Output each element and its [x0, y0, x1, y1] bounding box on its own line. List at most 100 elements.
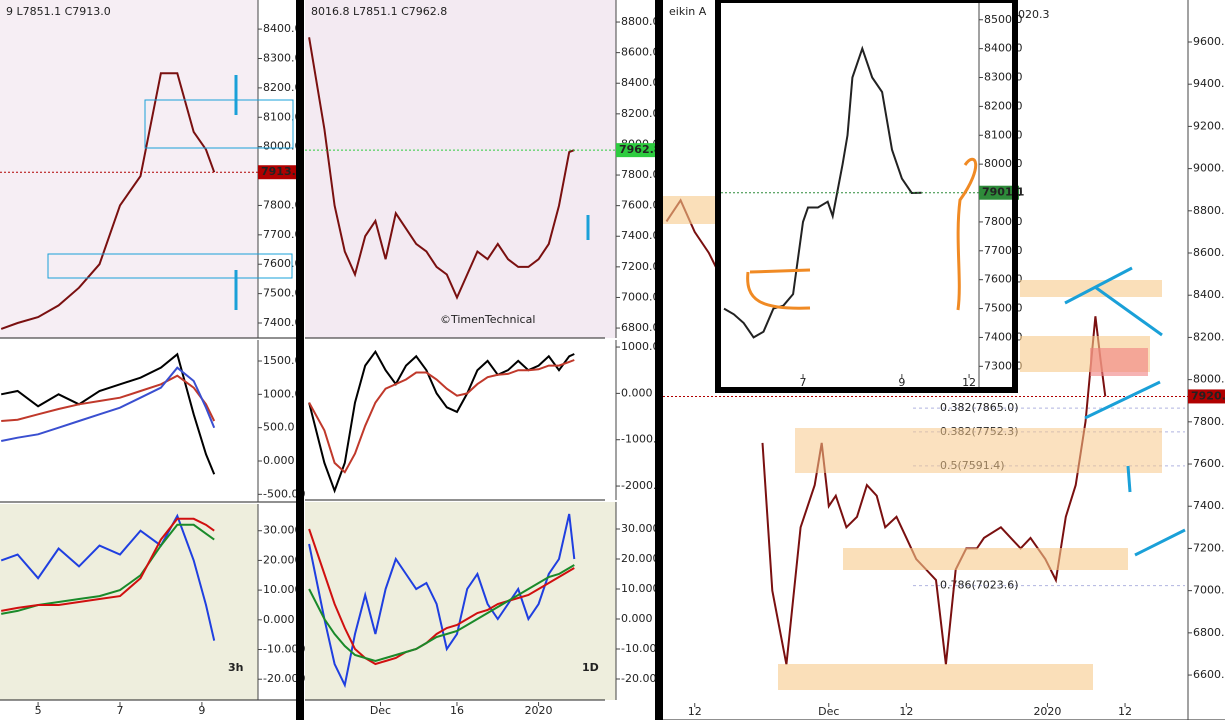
header: 020.3 — [1018, 8, 1050, 21]
plot-area — [308, 37, 575, 300]
y-tick-label: 30.000 — [621, 522, 660, 535]
y-tick-label: 7400.0 — [1193, 499, 1225, 512]
x-tick-label: 12 — [688, 705, 702, 718]
y-tick-label: 0.000 — [621, 386, 653, 399]
y-tick-label: 7800.0 — [621, 168, 660, 181]
y-tick-label: 8600.0 — [621, 46, 660, 59]
y-tick-label: 6600.0 — [1193, 668, 1225, 681]
series-line — [308, 359, 575, 474]
plot-area — [0, 72, 216, 330]
highlight-box — [47, 253, 293, 279]
y-tick-label: 500.0 — [263, 421, 295, 434]
y-tick-label: 8200.0 — [621, 107, 660, 120]
zone — [795, 428, 1162, 473]
panel: 6800.07000.07200.07400.07600.07800.08000… — [305, 0, 661, 339]
price-tag — [1188, 389, 1225, 404]
y-tick-label: 7500.0 — [263, 287, 302, 300]
panel: -20.000 -10.000 0.000 10.000 20.000 30.000 Dec… — [305, 502, 663, 717]
axis-background — [616, 340, 656, 500]
y-tick-label: 7700.0 — [263, 228, 302, 241]
x-tick-label: Dec — [370, 704, 391, 717]
header: 9 L7851.1 C7913.0 — [6, 5, 111, 18]
y-tick-label: 8400.0 — [1193, 288, 1225, 301]
series-line — [0, 72, 216, 330]
y-tick-label: 7400.0 — [621, 229, 660, 242]
freehand — [746, 268, 811, 310]
price-tag — [258, 165, 298, 180]
x-tick-label: 2020 — [525, 704, 553, 717]
x-tick-label: 16 — [450, 704, 464, 717]
y-tick-label: 7200.0 — [1193, 541, 1225, 554]
price-tag-label: 7901.1 — [982, 186, 1024, 199]
price-tag-label: 7920.3 — [1191, 389, 1225, 402]
timeframe-label: 3h — [228, 661, 244, 674]
axis-background — [616, 0, 656, 338]
watermark: ©TimenTechnical — [440, 313, 535, 326]
y-tick-label: 7800.0 — [263, 198, 302, 211]
fib-label: 0.786(7023.6) — [940, 579, 1019, 592]
fib-label: 0.382(7865.0) — [940, 401, 1019, 414]
inset-border — [715, 0, 1018, 393]
y-tick-label: 1500.0 — [263, 354, 302, 367]
x-tick-label: 12 — [899, 705, 913, 718]
x-tick-label: 5 — [35, 704, 42, 717]
axis-background — [616, 502, 656, 700]
y-tick-label: -20.000 — [621, 672, 663, 685]
y-tick-label: 10.000 — [621, 582, 660, 595]
y-tick-label: 7600.0 — [263, 257, 302, 270]
y-tick-label: -20.000 — [263, 672, 305, 685]
price-tag — [979, 185, 1019, 200]
price-tag-label: 7913.0 — [261, 165, 304, 178]
y-tick-label: 1000.0 — [263, 387, 302, 400]
axis-background — [258, 340, 297, 502]
y-tick-label: 8300.0 — [263, 51, 302, 64]
y-tick-label: 8200.0 — [1193, 330, 1225, 343]
panel: 7300.07400.07500.07600.07700.07800.07900… — [721, 3, 1024, 390]
y-tick-label: -10.000 — [621, 642, 663, 655]
series-line — [308, 528, 575, 666]
highlight-box — [144, 99, 294, 149]
series-line — [1, 374, 216, 422]
y-tick-label: 8000.0 — [1193, 373, 1225, 386]
panel-background — [0, 0, 258, 338]
trend-line — [1094, 285, 1163, 337]
plot-area — [0, 513, 216, 641]
y-tick-label: 9400.0 — [1193, 77, 1225, 90]
y-tick-label: 7400.0 — [263, 316, 302, 329]
zone — [660, 196, 718, 224]
panel: -20.000 -10.000 0.000 10.000 20.000 30.000 5 7 9… — [0, 504, 305, 717]
series-line — [1, 517, 215, 612]
y-tick-label: 8800.0 — [1193, 204, 1225, 217]
plot-area — [1, 352, 216, 475]
series-line — [308, 513, 576, 689]
plot-area — [308, 513, 576, 689]
y-tick-label: 30.000 — [263, 524, 302, 537]
y-tick-label: 0.000 — [621, 612, 653, 625]
panel-background — [0, 504, 258, 700]
y-tick-label: 7200.0 — [621, 260, 660, 273]
axis-background — [258, 504, 297, 700]
y-tick-label: 10.000 — [263, 583, 302, 596]
panel-background — [721, 3, 979, 390]
y-tick-label: 9600.0 — [1193, 35, 1225, 48]
arrow — [1126, 465, 1132, 493]
header: 8016.8 L7851.1 C7962.8 — [311, 5, 447, 18]
price-tag — [616, 143, 656, 158]
panel: 7400.07500.07600.07700.07800.07900.08000… — [0, 0, 304, 339]
y-tick-label: 20.000 — [621, 552, 660, 565]
series-line — [308, 564, 575, 663]
zone — [843, 548, 1128, 570]
panel-background — [305, 0, 616, 338]
series-line — [723, 45, 922, 339]
y-tick-label: 1000.0 — [621, 340, 660, 353]
trend-line — [1134, 528, 1186, 557]
y-tick-label: -10.000 — [263, 643, 305, 656]
freehand — [956, 157, 978, 311]
y-tick-label: 7000.0 — [621, 290, 660, 303]
x-tick-label: 9 — [898, 376, 905, 389]
x-tick-label: 12 — [1118, 705, 1132, 718]
panel-background — [305, 502, 616, 700]
annotations — [47, 0, 1186, 720]
plot-area — [723, 45, 922, 339]
